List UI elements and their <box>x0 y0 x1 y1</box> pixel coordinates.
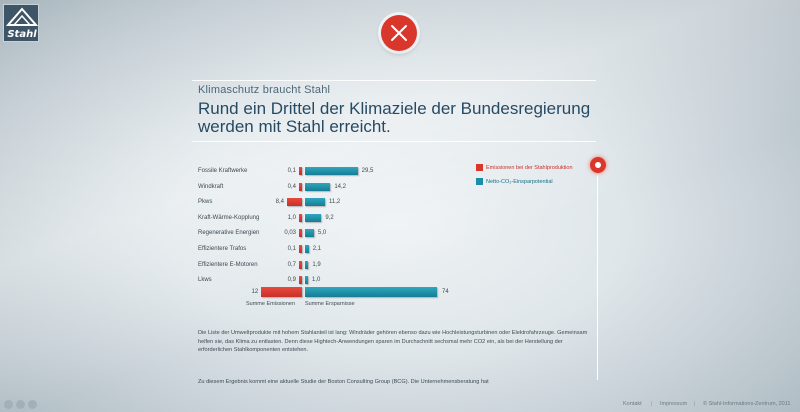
emissions-bar <box>299 276 302 285</box>
scroll-track[interactable] <box>597 175 598 380</box>
category-label: Fossile Kraftwerke <box>198 168 248 174</box>
savings-bar <box>305 245 309 253</box>
footer-link-impressum[interactable]: Impressum <box>660 401 688 407</box>
content-panel: Klimaschutz braucht Stahl Rund ein Dritt… <box>192 80 596 380</box>
logo-text: Stahl <box>7 29 37 40</box>
logo-mark-icon <box>5 7 39 26</box>
close-icon <box>391 25 407 41</box>
savings-value-label: 14,2 <box>334 183 347 190</box>
body-paragraph-1: Die Liste der Umweltprodukte mit hohem S… <box>198 330 588 353</box>
savings-value-label: 1,9 <box>312 261 321 268</box>
body-paragraph-2: Zu diesem Ergebnis kommt eine aktuelle S… <box>198 379 489 385</box>
legend-swatch-emissions <box>476 164 483 171</box>
top-divider <box>192 80 596 81</box>
total-savings-caption: Summe Ersparnisse <box>305 301 355 307</box>
savings-bar <box>305 276 308 285</box>
share-icon[interactable] <box>28 400 37 409</box>
category-label: Effizientere E-Motoren <box>198 261 258 268</box>
emissions-bar <box>299 260 302 269</box>
total-savings-value: 74 <box>442 289 449 295</box>
headline-divider <box>192 141 596 142</box>
emissions-bar <box>299 182 302 191</box>
emissions-value-label: 0,03 <box>284 230 296 237</box>
savings-bar <box>305 182 331 191</box>
total-emissions-value: 12 <box>251 289 259 295</box>
legend-swatch-savings <box>476 178 483 185</box>
stahl-logo[interactable]: Stahl <box>3 4 39 42</box>
emissions-value-label: 0,1 <box>287 168 296 174</box>
section-kicker: Klimaschutz braucht Stahl <box>198 84 331 96</box>
savings-value-label: 1,0 <box>312 277 321 284</box>
savings-value-label: 9,2 <box>325 214 334 221</box>
emissions-value-label: 1,0 <box>287 214 296 221</box>
category-label: Effizientere Trafos <box>198 246 247 252</box>
scroll-handle[interactable] <box>590 157 606 173</box>
footer-separator: | <box>651 401 653 407</box>
total-emissions-bar <box>261 287 302 297</box>
emissions-bar <box>299 229 302 238</box>
savings-bar <box>305 213 322 222</box>
savings-bar <box>305 229 314 238</box>
savings-value-label: 29,5 <box>361 168 374 174</box>
category-label: Windkraft <box>198 183 224 190</box>
footer-copyright: © Stahl-Informations-Zentrum, 2011 <box>703 401 791 407</box>
category-label: Lkws <box>198 277 212 284</box>
total-emissions-caption: Summe Emissionen <box>246 301 295 307</box>
emissions-bar <box>299 213 302 222</box>
savings-value-label: 11,2 <box>328 199 341 206</box>
emissions-bar <box>287 198 302 207</box>
emissions-value-label: 0,7 <box>287 261 296 268</box>
emissions-bar <box>299 167 302 175</box>
emissions-value-label: 8,4 <box>275 199 285 206</box>
facebook-icon[interactable] <box>4 400 13 409</box>
legend-emissions: Emissionen bei der Stahlproduktion <box>486 165 573 171</box>
legend-savings: Netto-CO₂-Einsparpotential <box>486 179 553 185</box>
emissions-value-label: 0,4 <box>287 183 296 190</box>
savings-value-label: 2,1 <box>312 246 322 252</box>
category-label: Pkws <box>198 199 213 206</box>
savings-value-label: 5,0 <box>317 230 327 237</box>
footer-separator: | <box>694 401 696 407</box>
headline: Rund ein Drittel der Klimaziele der Bund… <box>198 99 591 136</box>
category-label: Regenerative Energien <box>198 230 260 237</box>
total-savings-bar <box>305 287 437 297</box>
category-label: Kraft-Wärme-Kopplung <box>198 214 260 221</box>
emissions-value-label: 0,9 <box>287 277 296 284</box>
footer-link-kontakt[interactable]: Kontakt <box>623 401 642 407</box>
savings-bar <box>305 198 325 207</box>
twitter-icon[interactable] <box>16 400 25 409</box>
savings-bar <box>305 260 309 269</box>
savings-bar <box>305 167 358 175</box>
emissions-value-label: 0,1 <box>287 246 296 252</box>
emissions-bar <box>299 245 302 253</box>
close-button[interactable] <box>381 15 417 51</box>
